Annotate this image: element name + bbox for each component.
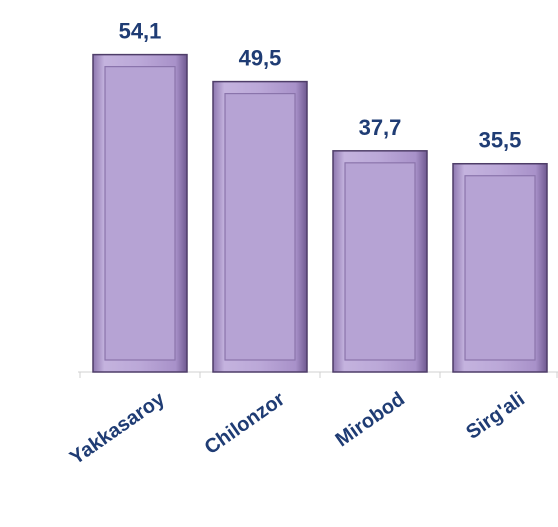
x-tick-label: Yakkasaroy <box>66 388 170 470</box>
bar-bevel <box>464 175 536 361</box>
x-tick-label: Mirobod <box>332 388 409 451</box>
bar-bevel <box>104 66 176 361</box>
value-label: 49,5 <box>239 46 282 71</box>
bar-bevel <box>224 92 296 361</box>
value-label: 37,7 <box>359 115 402 140</box>
x-tick-label: Sirg'ali <box>462 388 529 444</box>
value-label: 35,5 <box>479 128 522 153</box>
value-label: 54,1 <box>119 19 162 44</box>
x-tick-label: Chilonzor <box>201 388 289 459</box>
bar-bevel <box>344 162 416 361</box>
